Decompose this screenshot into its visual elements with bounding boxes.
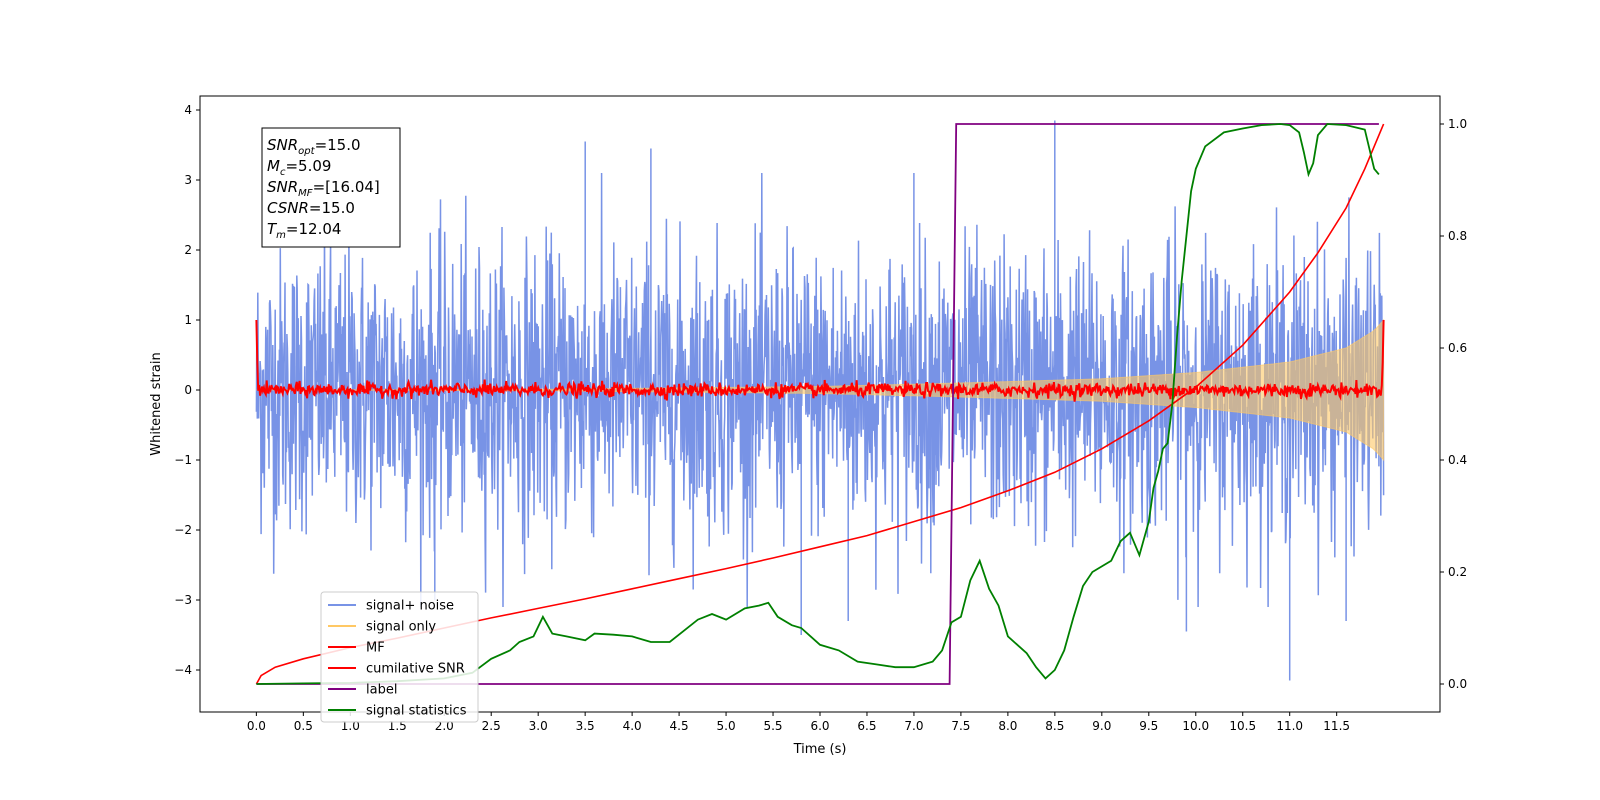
y-axis-left: −4 −3 −2 −1 0 1 2 3 4 [174, 103, 200, 677]
y-axis-label: Whitened strain [149, 352, 164, 455]
x-tick-label: 0.0 [247, 719, 266, 733]
annotation-line: CSNR=15.0 [267, 199, 355, 217]
x-tick-label: 5.5 [763, 719, 782, 733]
y-tick-label: 4 [184, 103, 192, 117]
y-axis-right: 0.0 0.2 0.4 0.6 0.8 1.0 [1440, 117, 1467, 691]
y-tick-label: 0 [184, 383, 192, 397]
legend-entry: MF [366, 641, 385, 656]
x-tick-label: 9.0 [1092, 719, 1111, 733]
x-tick-label: 7.0 [904, 719, 923, 733]
y2-tick-label: 0.8 [1448, 229, 1467, 243]
legend-entry: cumilative SNR [366, 662, 465, 677]
x-tick-label: 10.0 [1182, 719, 1209, 733]
x-axis: 0.0 0.5 1.0 1.5 2.0 2.5 3.0 3.5 4.0 4.5 5.0 5.5 6.0 6… [247, 712, 1350, 733]
y2-tick-label: 0.2 [1448, 565, 1467, 579]
x-tick-label: 2.5 [482, 719, 501, 733]
y2-tick-label: 0.4 [1448, 453, 1467, 467]
y2-tick-label: 1.0 [1448, 117, 1467, 131]
y2-tick-label: 0.6 [1448, 341, 1467, 355]
y2-tick-label: 0.0 [1448, 677, 1467, 691]
x-tick-label: 3.5 [576, 719, 595, 733]
y-tick-label: −4 [174, 663, 192, 677]
series-mf [255, 319, 1385, 402]
legend-frame [320, 591, 479, 723]
annotation-frame [261, 127, 401, 248]
y-tick-label: 3 [184, 173, 192, 187]
annotation-line: SNRMF=[16.04] [267, 178, 380, 199]
x-tick-label: 4.0 [623, 719, 642, 733]
annotation-box: SNRopt=15.0Mc=5.09SNRMF=[16.04]CSNR=15.0… [261, 127, 401, 248]
x-tick-label: 11.0 [1276, 719, 1303, 733]
legend: signal+ noise signal only MF cumilative SNR… [320, 591, 479, 723]
x-tick-label: 0.5 [294, 719, 313, 733]
x-tick-label: 8.5 [1045, 719, 1064, 733]
x-tick-label: 10.5 [1229, 719, 1256, 733]
y-tick-label: 1 [184, 313, 192, 327]
series-signal-noise [255, 120, 1385, 681]
legend-entry: signal only [366, 620, 436, 635]
series-signal-statistics [256, 123, 1380, 685]
x-tick-label: 5.0 [717, 719, 736, 733]
legend-entry: signal+ noise [366, 599, 454, 614]
y-tick-label: −2 [174, 523, 192, 537]
legend-entry: signal statistics [366, 704, 467, 719]
x-tick-label: 9.5 [1139, 719, 1158, 733]
x-tick-label: 11.5 [1323, 719, 1350, 733]
y-tick-label: −1 [174, 453, 192, 467]
x-tick-label: 7.5 [951, 719, 970, 733]
legend-entry: label [366, 683, 397, 698]
annotation-line: Tm=12.04 [267, 220, 341, 241]
y-tick-label: 2 [184, 243, 192, 257]
x-tick-label: 6.5 [857, 719, 876, 733]
series-label [256, 123, 1379, 685]
x-tick-label: 4.5 [670, 719, 689, 733]
x-axis-label: Time (s) [793, 742, 847, 757]
annotation-line: Mc=5.09 [267, 157, 331, 178]
x-tick-label: 6.0 [810, 719, 829, 733]
annotation-line: SNRopt=15.0 [267, 136, 361, 157]
x-tick-label: 3.0 [529, 719, 548, 733]
y-tick-label: −3 [174, 593, 192, 607]
x-tick-label: 8.0 [998, 719, 1017, 733]
